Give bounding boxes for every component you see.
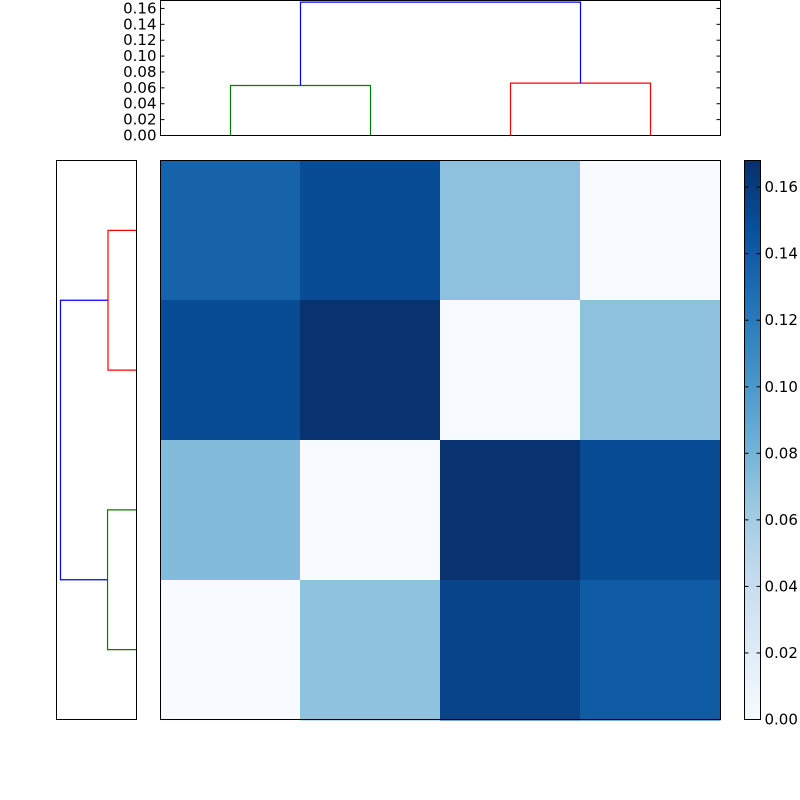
heatmap-cell-0-2 [440,160,581,301]
colorbar-tick-label: 0.04 [765,577,798,595]
heatmap [160,160,721,721]
heatmap-cell-2-3 [580,440,721,581]
heatmap-cell-0-0 [160,160,301,301]
top-dendrogram-tick-label: 0.12 [123,31,156,49]
colorbar-frame [744,160,761,720]
colorbar-tick-label: 0.12 [765,311,798,329]
colorbar-tick-label: 0.06 [765,511,798,529]
left-dendrogram-link-0 [107,229,137,371]
colorbar-tick-label: 0.00 [765,711,798,729]
colorbar: 0.00 0.02 0.04 0.06 0.08 0.10 0.12 0.14 0.16 [744,160,798,729]
top-dendrogram-link-1 [509,82,652,136]
top-dendrogram-tick-label: 0.14 [123,15,156,33]
colorbar-tick-label: 0.08 [765,444,798,462]
colorbar-tick-label: 0.16 [765,178,798,196]
left-dendrogram-link-2 [59,299,108,581]
top-dendrogram-tick-label: 0.00 [123,127,156,145]
left-dendrogram-link-1 [106,509,137,651]
heatmap-cell-1-3 [580,300,721,441]
colorbar-tick-label: 0.10 [765,378,798,396]
top-dendrogram-frame [160,0,721,136]
heatmap-cell-2-2 [440,440,581,581]
colorbar-tick-label: 0.02 [765,644,798,662]
colorbar-tick-label: 0.14 [765,245,798,263]
top-dendrogram-tick-label: 0.16 [123,0,156,17]
left-dendrogram [56,160,137,720]
heatmap-cell-2-1 [300,440,441,581]
top-dendrogram-link-2 [299,1,582,86]
top-dendrogram-tick-label: 0.06 [123,79,156,97]
top-dendrogram-tick-label: 0.04 [123,95,156,113]
colorbar-gradient [744,160,761,720]
heatmap-cell-1-1 [300,300,441,441]
left-dendrogram-frame [56,160,137,720]
heatmap-cell-1-2 [440,300,581,441]
top-dendrogram-tick-label: 0.08 [123,63,156,81]
heatmap-cell-0-1 [300,160,441,301]
heatmap-cell-3-3 [580,580,721,721]
heatmap-frame [160,160,721,720]
heatmap-cell-3-0 [160,580,301,721]
top-dendrogram-link-0 [229,84,372,136]
heatmap-cell-0-3 [580,160,721,301]
top-dendrogram-tick-label: 0.10 [123,47,156,65]
top-dendrogram-tick-label: 0.02 [123,111,156,129]
heatmap-cell-3-1 [300,580,441,721]
heatmap-cell-2-0 [160,440,301,581]
heatmap-cell-3-2 [440,580,581,721]
heatmap-cell-1-0 [160,300,301,441]
top-dendrogram: 0.000.020.040.060.080.100.120.140.16 [123,0,721,145]
